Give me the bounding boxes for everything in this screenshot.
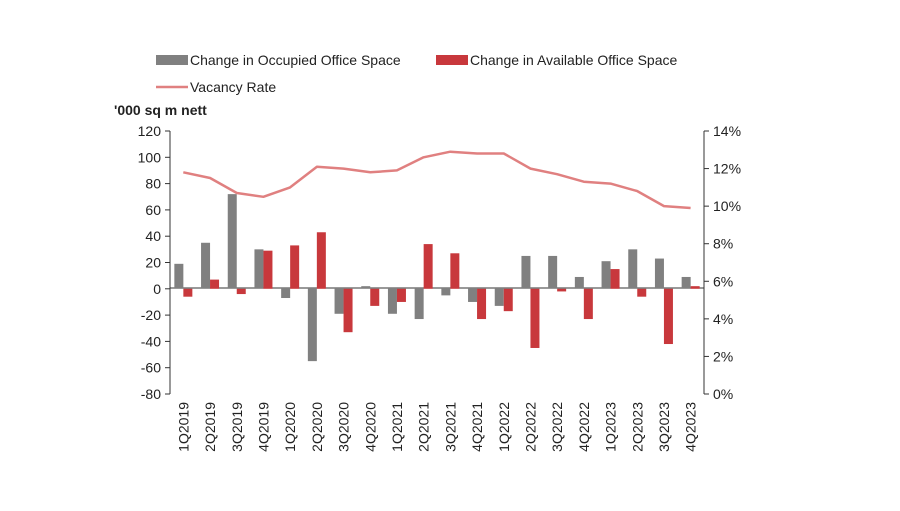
occupied-bar: [628, 249, 638, 289]
available-bar: [183, 288, 193, 297]
occupied-bar: [681, 276, 691, 289]
x-tick-label: 2Q2021: [416, 402, 432, 452]
occupied-bar: [601, 261, 611, 289]
occupied-bars: [174, 194, 691, 362]
occupied-bar: [548, 255, 558, 289]
available-bar: [610, 269, 620, 289]
occupied-bar: [654, 258, 664, 289]
x-tick-label: 1Q2021: [389, 402, 405, 452]
occupied-bar: [227, 194, 237, 289]
x-tick-label: 1Q2023: [603, 402, 619, 452]
right-axis-ticks: 14% 12% 10% 8% 6% 4% 2% 0%: [704, 123, 741, 402]
right-tick-label: 10%: [713, 198, 741, 214]
x-tick-label: 4Q2022: [576, 402, 592, 452]
occupied-bar: [281, 288, 291, 299]
legend-label-occupied: Change in Occupied Office Space: [190, 52, 401, 68]
occupied-bar: [334, 288, 344, 314]
available-bars: [183, 232, 700, 348]
x-tick-label: 3Q2020: [336, 402, 352, 452]
occupied-bar: [254, 249, 264, 289]
x-tick-label: 3Q2023: [656, 402, 672, 452]
x-tick-label: 3Q2022: [549, 402, 565, 452]
vacancy-rate-series: [183, 150, 691, 210]
legend-swatch-available: [436, 55, 468, 65]
available-bar: [396, 288, 406, 302]
left-tick-label: 80: [145, 176, 161, 192]
left-tick-label: 120: [138, 123, 162, 139]
legend-label-available: Change in Available Office Space: [470, 52, 678, 68]
left-tick-label: -80: [141, 386, 161, 402]
available-bar: [290, 245, 300, 289]
available-bar: [370, 288, 380, 306]
available-bar: [557, 288, 567, 292]
x-tick-label: 4Q2019: [255, 402, 271, 452]
left-tick-label: -20: [141, 307, 161, 323]
available-bar: [583, 288, 593, 320]
x-tick-label: 1Q2020: [282, 402, 298, 452]
x-tick-label: 2Q2019: [202, 402, 218, 452]
x-tick-label: 2Q2022: [522, 402, 538, 452]
available-bar: [477, 288, 487, 320]
legend-swatch-occupied: [156, 55, 188, 65]
x-tick-label: 3Q2021: [442, 402, 458, 452]
x-tick-label: 2Q2020: [309, 402, 325, 452]
left-tick-label: -60: [141, 360, 161, 376]
left-tick-label: 40: [145, 228, 161, 244]
available-bar: [343, 288, 353, 333]
occupied-bar: [307, 288, 317, 362]
occupied-bar: [494, 288, 504, 306]
available-bar: [663, 288, 673, 345]
x-axis-labels: 1Q2019 2Q2019 3Q2019 4Q2019 1Q2020 2Q2020 3Q20…: [175, 402, 698, 452]
x-tick-label: 3Q2019: [229, 402, 245, 452]
y-axis-unit-label: '000 sq m nett: [114, 102, 207, 118]
left-tick-label: 20: [145, 255, 161, 271]
right-tick-label: 6%: [713, 273, 733, 289]
legend: Change in Occupied Office Space Change i…: [156, 52, 678, 95]
x-tick-label: 4Q2020: [362, 402, 378, 452]
right-tick-label: 0%: [713, 386, 733, 402]
available-bar: [503, 288, 513, 312]
legend-label-vacancy: Vacancy Rate: [190, 79, 276, 95]
available-bar: [316, 232, 326, 289]
occupied-bar: [201, 242, 211, 289]
occupied-bar: [574, 276, 584, 289]
occupied-bar: [174, 263, 184, 289]
occupied-bar: [441, 288, 451, 296]
left-tick-label: -40: [141, 333, 161, 349]
left-tick-label: 0: [153, 281, 161, 297]
legend-item-available: Change in Available Office Space: [436, 52, 678, 68]
occupied-bar: [387, 288, 397, 314]
x-tick-label: 4Q2021: [469, 402, 485, 452]
available-bar: [530, 288, 540, 348]
right-tick-label: 14%: [713, 123, 741, 139]
right-tick-label: 2%: [713, 348, 733, 364]
left-tick-label: 100: [138, 149, 162, 165]
x-tick-label: 4Q2023: [683, 402, 699, 452]
right-tick-label: 4%: [713, 311, 733, 327]
x-tick-label: 1Q2019: [175, 402, 191, 452]
available-bar: [210, 279, 220, 289]
right-tick-label: 8%: [713, 236, 733, 252]
left-axis-ticks: 120 100 80 60 40 20 0 -20 -40 -60 -80: [138, 123, 170, 402]
available-bar: [263, 250, 273, 289]
left-tick-label: 60: [145, 202, 161, 218]
available-bar: [423, 244, 433, 289]
occupied-bar: [468, 288, 478, 302]
occupied-bar: [361, 286, 371, 289]
legend-item-vacancy: Vacancy Rate: [156, 79, 276, 95]
vacancy-rate-line: [183, 150, 691, 210]
right-tick-label: 12%: [713, 161, 741, 177]
x-tick-label: 2Q2023: [629, 402, 645, 452]
available-bar: [236, 288, 246, 295]
occupied-bar: [521, 255, 531, 289]
legend-item-occupied: Change in Occupied Office Space: [156, 52, 401, 68]
occupied-bar: [414, 288, 424, 320]
available-bar: [450, 253, 460, 289]
available-bar: [637, 288, 647, 297]
available-bar: [690, 286, 700, 289]
x-tick-label: 1Q2022: [496, 402, 512, 452]
